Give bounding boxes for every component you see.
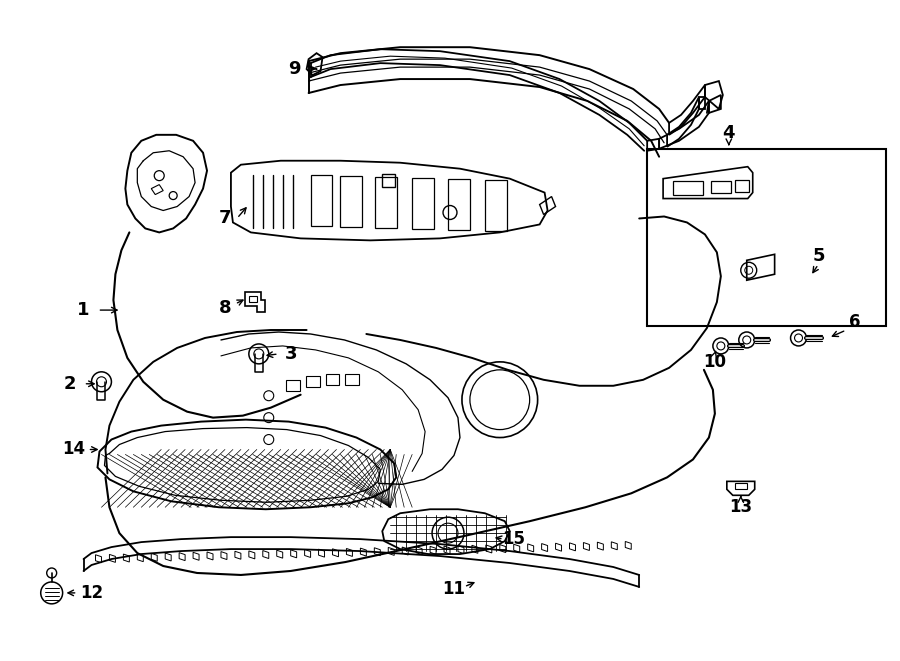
Text: 7: 7 bbox=[219, 210, 231, 227]
Bar bbox=[734, 483, 747, 489]
Text: 15: 15 bbox=[502, 530, 526, 548]
Text: 1: 1 bbox=[77, 301, 90, 319]
Bar bbox=[285, 380, 300, 391]
Text: 12: 12 bbox=[80, 584, 104, 602]
Bar bbox=[248, 296, 256, 302]
Text: 9: 9 bbox=[288, 60, 301, 78]
Bar bbox=[647, 149, 886, 326]
Bar bbox=[711, 180, 731, 192]
Text: 14: 14 bbox=[62, 440, 86, 459]
Text: 4: 4 bbox=[723, 124, 735, 142]
Bar bbox=[326, 374, 339, 385]
Text: 3: 3 bbox=[284, 345, 297, 363]
Text: 5: 5 bbox=[812, 247, 824, 265]
Bar bbox=[346, 374, 359, 385]
Text: 11: 11 bbox=[443, 580, 465, 598]
Text: 6: 6 bbox=[849, 313, 860, 331]
Bar bbox=[673, 180, 703, 194]
Text: 2: 2 bbox=[63, 375, 76, 393]
Text: 10: 10 bbox=[704, 353, 726, 371]
Text: 8: 8 bbox=[219, 299, 231, 317]
Bar bbox=[306, 376, 319, 387]
Text: 13: 13 bbox=[729, 498, 752, 516]
Bar bbox=[734, 180, 749, 192]
